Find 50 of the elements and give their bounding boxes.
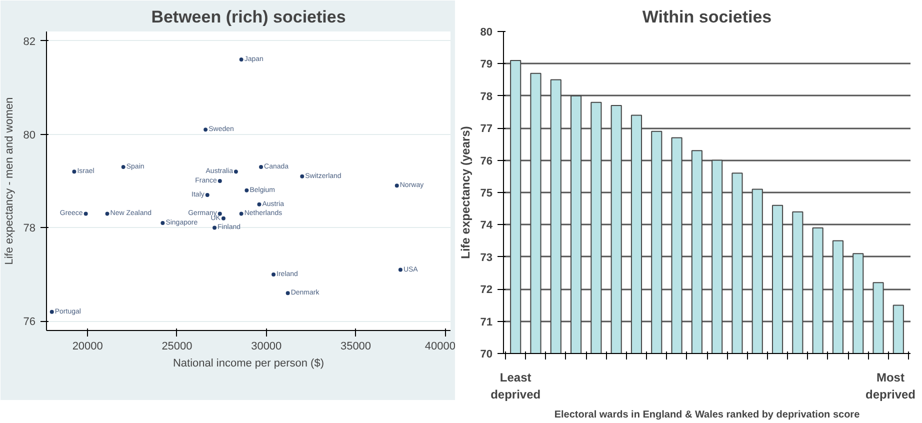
- point: [218, 179, 222, 183]
- y-tick-label: 82: [23, 36, 36, 48]
- point: [300, 174, 304, 178]
- point: [257, 202, 262, 206]
- y-tick-label: 73: [480, 252, 493, 264]
- x-tick-label: 25000: [162, 340, 192, 352]
- y-tick-label: 77: [480, 123, 493, 136]
- point: [105, 212, 110, 216]
- y-tick-label: 79: [480, 58, 493, 71]
- x-tick-label: 20000: [72, 340, 103, 352]
- point: [221, 216, 226, 220]
- y-tick-label: 76: [480, 155, 493, 168]
- x-tick-label: Most deprived: [865, 370, 916, 402]
- point: [239, 212, 244, 216]
- x-tick-label: Least deprived: [490, 370, 541, 402]
- chart-title: Between (rich) societies: [151, 8, 346, 26]
- point: [259, 164, 264, 169]
- y-tick-label: 76: [23, 316, 36, 328]
- point: [72, 170, 76, 174]
- x-axis-title: Electoral wards in England & Wales ranked by deprivation score: [554, 409, 860, 420]
- point: [272, 272, 276, 276]
- point: [398, 268, 402, 272]
- point: [160, 221, 165, 226]
- y-tick-label: 71: [480, 316, 493, 328]
- point: [239, 58, 244, 62]
- y-axis-title: Life expectancy - men and women: [3, 97, 16, 265]
- y-tick-label: 80: [480, 26, 493, 38]
- y-tick-label: 80: [23, 129, 36, 142]
- point: [84, 212, 88, 216]
- point: [234, 170, 238, 174]
- x-tick-label: 40000: [424, 340, 456, 352]
- x-tick-label: 30000: [251, 340, 282, 352]
- point: [394, 184, 399, 188]
- y-tick-label: 78: [23, 222, 36, 235]
- point: [286, 291, 290, 296]
- point: [205, 193, 210, 198]
- x-axis-title: National income per person ($): [172, 358, 324, 370]
- point: [50, 310, 54, 314]
- point: [204, 128, 208, 132]
- x-tick-label: 35000: [340, 340, 372, 352]
- y-tick-label: 75: [480, 188, 493, 200]
- y-axis-title: Life expectancy (years): [458, 126, 472, 259]
- point: [121, 164, 126, 169]
- chart-title: Within societies: [642, 8, 772, 26]
- y-tick-label: 70: [480, 348, 493, 360]
- y-tick-label: 74: [480, 220, 494, 232]
- point: [244, 188, 249, 192]
- y-tick-label: 78: [480, 90, 493, 103]
- y-tick-label: 72: [480, 284, 493, 296]
- point: [212, 226, 217, 230]
